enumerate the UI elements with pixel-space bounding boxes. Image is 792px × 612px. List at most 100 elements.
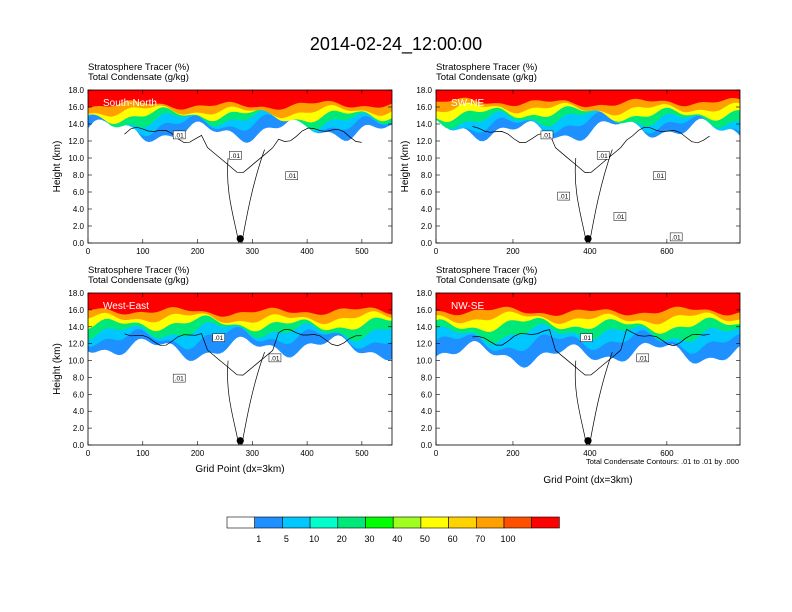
colorbar-label: 40 [392, 534, 402, 544]
y-tick-label: 14.0 [416, 120, 432, 129]
x-tick-label: 400 [583, 247, 597, 256]
svg-text:.01: .01 [214, 335, 223, 342]
panel-frame [87, 89, 393, 244]
y-tick-label: 8.0 [73, 171, 85, 180]
condensate-contour [574, 351, 613, 445]
condensate-contour [124, 126, 362, 174]
x-axis-label: Grid Point (dx=3km) [543, 475, 632, 486]
contour-label: .01 [229, 151, 242, 160]
panel-title-line: Total Condensate (g/kg) [436, 275, 537, 286]
colorbar-swatch [448, 516, 477, 529]
contour-label: .01 [596, 151, 610, 160]
svg-text:.01: .01 [638, 355, 647, 362]
y-tick-label: 16.0 [68, 103, 84, 112]
x-tick-label: 200 [506, 449, 520, 458]
location-marker [584, 437, 592, 445]
colorbar-label: 70 [475, 534, 485, 544]
condensate-contour [472, 328, 710, 376]
svg-text:.01: .01 [287, 173, 296, 180]
y-tick-label: 8.0 [421, 171, 433, 180]
colorbar-label: 10 [309, 534, 319, 544]
contour-label: .01 [653, 171, 666, 180]
panel-title-line: Total Condensate (g/kg) [436, 72, 537, 83]
colorbar-label: 60 [448, 534, 458, 544]
y-tick-label: 12.0 [416, 137, 432, 146]
panel-title-line: Stratosphere Tracer (%) [436, 265, 537, 276]
y-tick-label: 6.0 [73, 390, 85, 399]
location-marker [584, 235, 592, 243]
y-tick-label: 16.0 [416, 306, 432, 315]
location-marker [236, 235, 244, 243]
x-tick-label: 400 [300, 247, 314, 256]
y-axis-label: Height (km) [52, 343, 63, 395]
contour-label: .01 [613, 212, 627, 221]
panel-frame [435, 89, 741, 244]
tracer-layer-red [436, 90, 740, 108]
svg-text:.01: .01 [175, 132, 184, 139]
figure-title: 2014-02-24_12:00:00 [310, 34, 482, 55]
colorbar-swatch [420, 516, 449, 529]
colorbar-label: 50 [420, 534, 430, 544]
x-tick-label: 400 [300, 449, 314, 458]
panel-title-line: Stratosphere Tracer (%) [436, 62, 537, 73]
svg-text:.01: .01 [270, 355, 279, 362]
panel-south-north: Stratosphere Tracer (%)Total Condensate … [52, 62, 393, 256]
svg-text:.01: .01 [615, 214, 624, 221]
panels: Stratosphere Tracer (%)Total Condensate … [52, 62, 741, 486]
condensate-contour [227, 351, 265, 445]
contour-note: Total Condensate Contours: .01 to .01 by… [586, 457, 739, 466]
panel-inset-label: SW-NE [451, 98, 484, 109]
panel-title-line: Stratosphere Tracer (%) [88, 62, 189, 73]
y-tick-label: 16.0 [416, 103, 432, 112]
location-marker [236, 437, 244, 445]
y-tick-label: 12.0 [416, 340, 432, 349]
condensate-contour [574, 149, 613, 243]
y-tick-label: 8.0 [421, 373, 433, 382]
panel-inset-label: NW-SE [451, 301, 484, 312]
x-tick-label: 300 [246, 449, 260, 458]
y-tick-label: 2.0 [421, 222, 433, 231]
tracer-layer-red [88, 90, 392, 110]
y-tick-label: 18.0 [416, 86, 432, 95]
y-tick-label: 4.0 [73, 205, 85, 214]
x-tick-label: 500 [355, 247, 369, 256]
svg-text:.01: .01 [655, 173, 664, 180]
colorbar-swatch [392, 516, 422, 529]
panel-sw-ne: Stratosphere Tracer (%)Total Condensate … [400, 62, 741, 256]
tracer-layer-red [436, 293, 740, 316]
y-tick-label: 0.0 [73, 441, 85, 450]
y-tick-label: 10.0 [68, 154, 84, 163]
y-tick-label: 0.0 [421, 239, 433, 248]
colorbar-swatch [475, 516, 505, 529]
panel-frame [435, 292, 741, 446]
x-axis-label: Grid Point (dx=3km) [195, 464, 284, 475]
colorbar-swatch [282, 516, 311, 529]
condensate-contour [227, 149, 265, 243]
y-tick-label: 10.0 [416, 357, 432, 366]
x-tick-label: 600 [660, 247, 674, 256]
y-tick-label: 10.0 [68, 357, 84, 366]
condensate-contour [124, 328, 362, 376]
x-tick-label: 100 [136, 247, 150, 256]
y-tick-label: 14.0 [416, 323, 432, 332]
tracer-layer-red [88, 293, 392, 317]
y-tick-label: 14.0 [68, 323, 84, 332]
colorbar-label: 100 [500, 534, 515, 544]
y-tick-label: 16.0 [68, 306, 84, 315]
colorbar-swatch [309, 516, 339, 529]
panel-inset-label: West-East [103, 301, 149, 312]
y-tick-label: 0.0 [421, 441, 433, 450]
colorbar-label: 20 [337, 534, 347, 544]
x-tick-label: 400 [583, 449, 597, 458]
y-axis-label: Height (km) [400, 141, 411, 193]
panel-west-east: Stratosphere Tracer (%)Total Condensate … [52, 265, 393, 475]
colorbar-label: 30 [364, 534, 374, 544]
colorbar-swatch [337, 516, 366, 529]
y-tick-label: 0.0 [73, 239, 85, 248]
svg-text:.01: .01 [582, 335, 591, 342]
contour-label: .01 [172, 130, 186, 139]
x-tick-label: 200 [506, 247, 520, 256]
condensate-contour [472, 126, 710, 173]
contour-label: .01 [172, 373, 186, 383]
y-tick-label: 4.0 [73, 407, 85, 416]
